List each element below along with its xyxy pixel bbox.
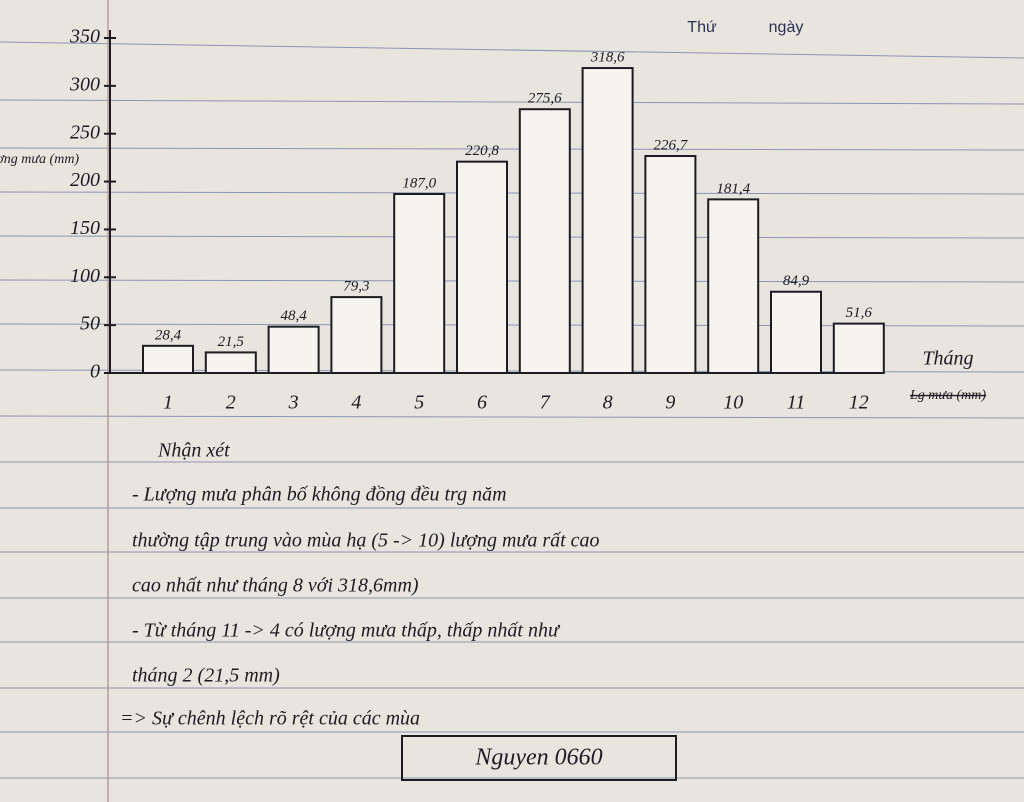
x-axis-label: Tháng: [922, 348, 973, 370]
y-tick-label: 350: [69, 26, 100, 48]
bar: [707, 198, 760, 374]
value-label: 28,4: [155, 327, 182, 343]
signature: Nguyen 0660: [474, 745, 602, 771]
x-tick-label: 1: [163, 392, 173, 414]
note-line: cao nhất như tháng 8 với 318,6mm): [132, 575, 419, 597]
value-label: 48,4: [280, 308, 307, 324]
note-line: tháng 2 (21,5 mm): [132, 665, 280, 687]
signature-box: [401, 735, 677, 781]
x-tick-label: 10: [723, 392, 743, 414]
value-label: 275,6: [528, 91, 562, 107]
value-label: 187,0: [402, 175, 436, 191]
x-tick-label: 8: [603, 392, 613, 414]
y-tick-label: 100: [70, 265, 100, 287]
value-label: 318,6: [590, 49, 625, 65]
x-tick-label: 2: [226, 392, 236, 414]
day-label: Thứ: [687, 19, 717, 36]
bar: [267, 325, 320, 374]
notes-title: Nhận xét: [157, 440, 230, 462]
bar: [142, 344, 194, 374]
note-line: - Lượng mưa phân bố không đồng đều trg n…: [132, 484, 507, 506]
bar: [456, 160, 508, 374]
bar: [581, 67, 634, 374]
note-line: thường tập trung vào mùa hạ (5 -> 10) lư…: [132, 530, 600, 552]
value-label: 181,4: [716, 181, 750, 197]
y-tick-label: 50: [80, 313, 100, 335]
bar: [393, 193, 446, 374]
value-label: 84,9: [783, 273, 810, 289]
y-tick-label: 250: [70, 121, 100, 143]
date-label: ngày: [769, 19, 804, 36]
y-tick-label: 200: [70, 169, 100, 191]
x-tick-label: 6: [477, 392, 487, 414]
x-tick-label: 4: [351, 392, 361, 414]
bar: [770, 290, 822, 375]
y-axis-label: Lượng mưa (mm): [0, 152, 79, 167]
note-line: - Từ tháng 11 -> 4 có lượng mưa thấp, th…: [132, 620, 561, 642]
value-label: 220,8: [465, 143, 499, 159]
value-label: 226,7: [654, 137, 689, 153]
x-tick-label: 12: [849, 392, 869, 414]
value-label: 21,5: [218, 334, 245, 350]
y-tick-label: 300: [69, 73, 100, 95]
bar: [644, 155, 697, 374]
bar: [832, 322, 885, 374]
note-line: => Sự chênh lệch rõ rệt của các mùa: [120, 708, 420, 730]
value-label: 79,3: [343, 279, 369, 295]
x-tick-label: 3: [288, 392, 299, 414]
x-tick-label: 7: [540, 392, 551, 414]
x-tick-label: 5: [414, 392, 424, 414]
x-axis-label-struck: Lg mưa (mm): [909, 388, 986, 403]
value-label: 51,6: [846, 305, 873, 321]
bar: [330, 296, 383, 374]
y-tick-label: 150: [70, 217, 100, 239]
bar: [518, 108, 571, 374]
y-tick-label: 0: [90, 361, 100, 383]
notes: Nhận xét - Lượng mưa phân bố không đồng …: [120, 440, 677, 781]
x-tick-label: 9: [665, 392, 675, 414]
bar: [204, 351, 257, 374]
x-tick-label: 11: [787, 392, 806, 414]
